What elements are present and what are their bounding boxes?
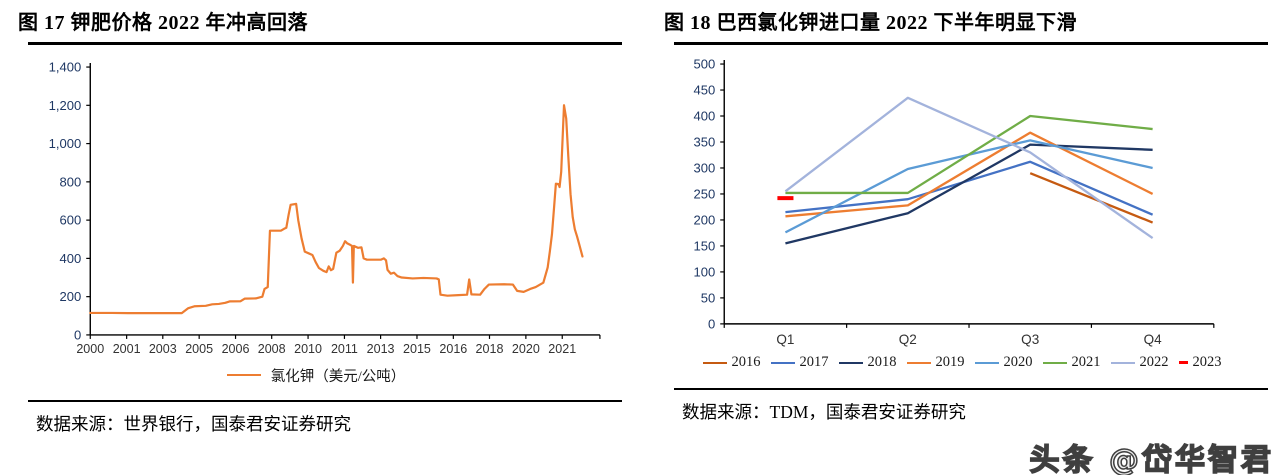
svg-text:400: 400 — [693, 109, 715, 124]
legend-item-2021: 2021 — [1042, 354, 1101, 371]
x-axis-ticks: 2000 2001 2003 2005 2006 2008 2010 2011 2013 2015… — [76, 334, 601, 356]
series-2021-line — [785, 114, 1153, 195]
svg-text:2006: 2006 — [222, 342, 250, 356]
potash-legend-label: 氯化钾（美元/公吨） — [270, 368, 406, 385]
figure-18-source-divider — [674, 387, 1268, 390]
svg-text:2001: 2001 — [113, 342, 141, 356]
svg-text:Q4: Q4 — [1144, 332, 1163, 347]
svg-text:Q3: Q3 — [1021, 332, 1039, 347]
figure-brazil-imports: 图 18 巴西氯化钾进口量 2022 下半年明显下滑 0 50 100 150 200 2… — [656, 6, 1272, 475]
svg-text:2021: 2021 — [548, 342, 576, 356]
svg-text:Q2: Q2 — [899, 332, 917, 347]
series-lines — [777, 96, 1154, 245]
series-2019-line — [785, 131, 1154, 218]
y-axis-ticks: 0 50 100 150 200 250 300 350 400 450 500 — [693, 57, 725, 331]
svg-text:300: 300 — [693, 160, 715, 175]
svg-text:2015: 2015 — [403, 342, 431, 356]
svg-text:2016: 2016 — [439, 342, 467, 356]
figure-17-title-rule — [28, 42, 622, 45]
series-2022-line — [784, 96, 1154, 240]
svg-text:1,000: 1,000 — [49, 136, 82, 151]
legend-swatch-2023 — [1178, 361, 1188, 365]
figure-17-legend: 氯化钾（美元/公吨） — [10, 364, 622, 386]
figure-18-title: 图 18 巴西氯化钾进口量 2022 下半年明显下滑 — [664, 12, 1077, 34]
series-2017-line — [785, 160, 1154, 216]
x-axis-ticks: Q1 Q2 Q3 Q4 — [723, 323, 1215, 347]
svg-text:2008: 2008 — [258, 342, 286, 356]
svg-text:2005: 2005 — [185, 342, 213, 356]
legend-label-2018: 2018 — [867, 354, 897, 371]
svg-text:2020: 2020 — [512, 342, 540, 356]
svg-text:200: 200 — [693, 212, 715, 227]
svg-text:250: 250 — [693, 186, 715, 201]
svg-text:600: 600 — [59, 213, 81, 228]
svg-text:2018: 2018 — [476, 342, 504, 356]
brazil-imports-chart: 0 50 100 150 200 250 300 350 400 450 500 Q1 Q2 Q3 Q4 — [693, 57, 1215, 347]
svg-text:0: 0 — [74, 327, 81, 342]
legend-label-2019: 2019 — [935, 354, 965, 371]
svg-text:2000: 2000 — [76, 342, 104, 356]
figure-18-legend: 2016 2017 2018 2019 2020 2021 2022 2023 — [656, 352, 1268, 374]
figure-potash-price: 图 17 钾肥价格 2022 年冲高回落 0 200 400 600 800 1,000 1… — [10, 6, 622, 475]
svg-text:2003: 2003 — [149, 342, 177, 356]
legend-label-2017: 2017 — [799, 354, 829, 371]
legend-item-2018: 2018 — [838, 354, 897, 371]
svg-text:350: 350 — [693, 135, 715, 150]
potash-line-swatch — [226, 374, 261, 377]
axes — [89, 63, 600, 336]
series-2018-line — [785, 143, 1153, 245]
svg-text:2011: 2011 — [331, 342, 358, 356]
svg-text:1,400: 1,400 — [49, 60, 82, 75]
svg-text:2013: 2013 — [367, 342, 395, 356]
svg-text:150: 150 — [693, 238, 715, 253]
figure-18-title-rule — [674, 42, 1268, 45]
legend-label-2022: 2022 — [1139, 354, 1169, 371]
svg-text:2010: 2010 — [294, 342, 322, 356]
svg-text:450: 450 — [693, 83, 715, 98]
legend-swatch-2016 — [702, 361, 727, 364]
svg-text:50: 50 — [701, 290, 716, 305]
svg-text:200: 200 — [59, 289, 81, 304]
svg-text:Q1: Q1 — [776, 332, 794, 347]
legend-swatch-2021 — [1042, 361, 1067, 364]
source-text: TDM，国泰君安证券研究 — [769, 401, 966, 422]
svg-text:500: 500 — [693, 57, 715, 72]
potash-price-chart-area: 0 200 400 600 800 1,000 1,200 1,400 2000 2001 2003… — [10, 51, 622, 364]
figure-17-source-divider — [28, 400, 622, 403]
figure-18-source: 数据来源：TDM，国泰君安证券研究 — [656, 390, 1268, 424]
legend-label-2021: 2021 — [1071, 354, 1101, 371]
legend-label-2020: 2020 — [1003, 354, 1033, 371]
legend-swatch-2020 — [974, 361, 999, 364]
svg-text:100: 100 — [693, 264, 715, 279]
svg-text:1,200: 1,200 — [49, 98, 82, 113]
legend-swatch-2022 — [1110, 361, 1135, 364]
legend-item-2023: 2023 — [1178, 354, 1222, 371]
legend-swatch-2017 — [770, 361, 795, 364]
legend-item-2017: 2017 — [770, 354, 829, 371]
legend-item-2022: 2022 — [1110, 354, 1169, 371]
series-2016-line — [1029, 172, 1154, 224]
svg-text:0: 0 — [708, 316, 715, 331]
legend-label-2016: 2016 — [731, 354, 761, 371]
legend-item-2016: 2016 — [702, 354, 761, 371]
potash-price-line — [89, 104, 584, 315]
figure-17-title: 图 17 钾肥价格 2022 年冲高回落 — [18, 12, 308, 34]
source-label: 数据来源： — [36, 414, 124, 435]
y-axis-ticks: 0 200 400 600 800 1,000 1,200 1,400 — [49, 60, 91, 342]
source-label: 数据来源： — [682, 401, 770, 422]
legend-item-2020: 2020 — [974, 354, 1033, 371]
legend-swatch-2019 — [906, 361, 931, 364]
legend-label-2023: 2023 — [1192, 354, 1222, 371]
brazil-imports-chart-area: 0 50 100 150 200 250 300 350 400 450 500 Q1 Q2 Q3 Q4 — [656, 51, 1268, 352]
legend-item-2019: 2019 — [906, 354, 965, 371]
figure-17-source: 数据来源：世界银行，国泰君安证券研究 — [10, 402, 622, 436]
source-text: 世界银行，国泰君安证券研究 — [123, 414, 352, 435]
toutiao-watermark: 头条 @岱华智君 — [1029, 442, 1274, 475]
svg-text:800: 800 — [59, 174, 81, 189]
svg-text:400: 400 — [59, 251, 81, 266]
potash-price-chart: 0 200 400 600 800 1,000 1,200 1,400 2000 2001 2003… — [49, 60, 601, 356]
legend-swatch-2018 — [838, 361, 863, 364]
